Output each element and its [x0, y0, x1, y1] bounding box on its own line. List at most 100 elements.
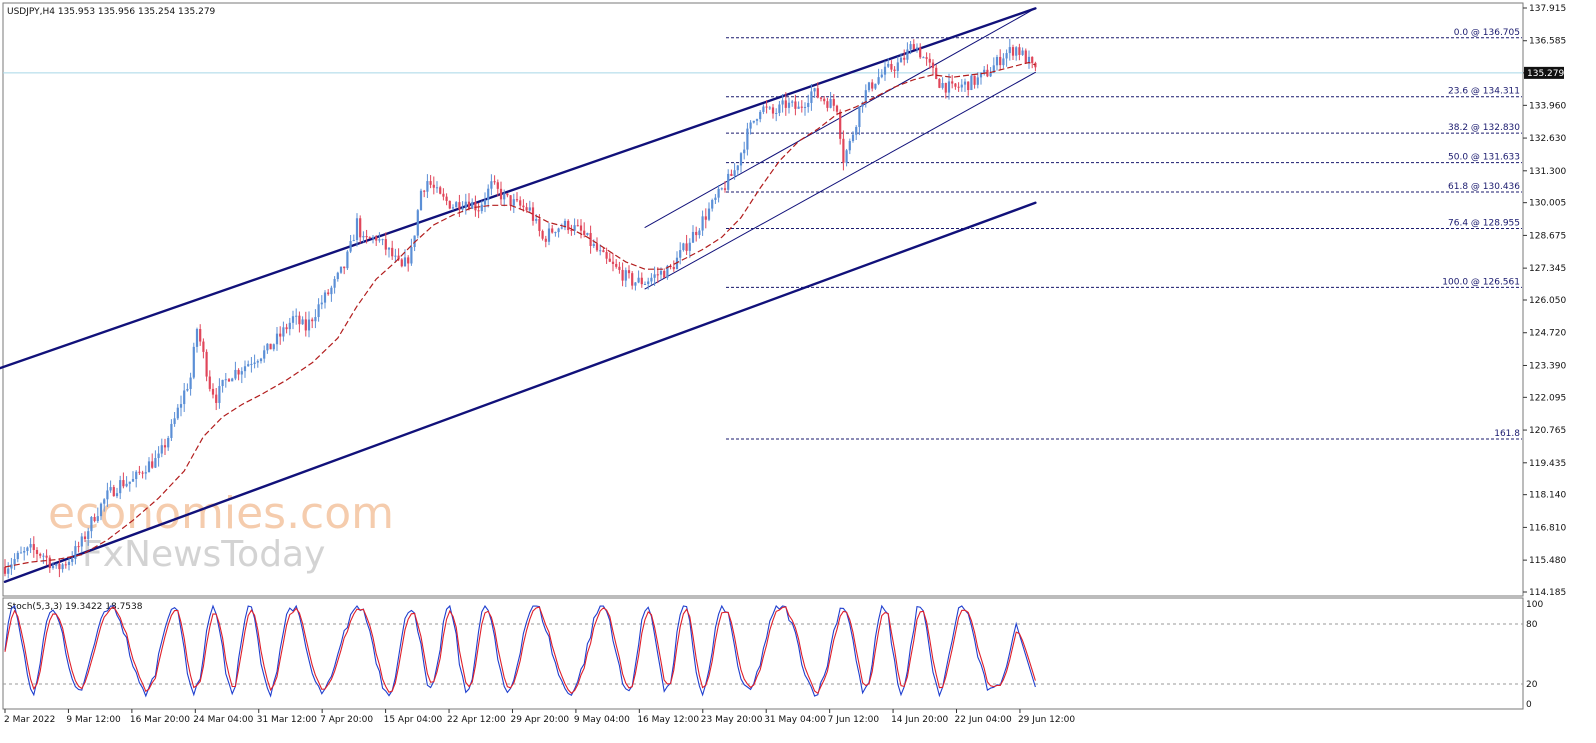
candle — [359, 215, 362, 244]
candle-body — [378, 239, 381, 241]
candle-body — [186, 388, 189, 391]
candle — [970, 73, 973, 91]
candle — [480, 200, 483, 214]
candle — [682, 242, 685, 252]
candle-body — [883, 66, 887, 75]
candle — [525, 202, 528, 213]
y-tick-label: 118.140 — [1529, 491, 1566, 501]
candle-body — [640, 277, 643, 285]
candle — [272, 343, 275, 352]
candle — [999, 49, 1002, 71]
candle-body — [221, 379, 224, 387]
candle-body — [253, 362, 256, 364]
candle — [282, 321, 285, 342]
candle — [1027, 50, 1031, 69]
y-tick-label: 130.005 — [1529, 199, 1566, 209]
candle-body — [864, 90, 867, 103]
candle-body — [679, 250, 682, 258]
candle-body — [439, 187, 442, 194]
candle-body — [768, 107, 771, 109]
candle — [163, 438, 167, 455]
stoch-tick-label: 20 — [1526, 680, 1538, 690]
candle-body — [826, 101, 829, 108]
candle — [304, 311, 307, 337]
candle-body — [231, 378, 234, 382]
candle — [1015, 46, 1018, 61]
candle — [563, 218, 567, 231]
candle-body — [791, 101, 794, 103]
candle-body — [147, 461, 151, 473]
candle-body — [941, 82, 944, 88]
candle — [762, 104, 765, 115]
candle — [813, 87, 816, 98]
candle-body — [714, 197, 717, 200]
time-axis: 2 Mar 2022 9 Mar 12:00 16 Mar 20:00 24 Mar … — [4, 709, 1075, 725]
candle — [925, 52, 928, 66]
candle — [695, 226, 698, 242]
x-tick-label: 16 May 12:00 — [637, 715, 699, 725]
fib-level-label: 161.8 — [1494, 429, 1520, 439]
x-tick-label: 15 Apr 04:00 — [384, 715, 443, 725]
candle-body — [259, 358, 263, 362]
candle — [739, 152, 743, 173]
x-tick-label: 7 Jun 12:00 — [828, 715, 880, 725]
candle-body — [979, 72, 983, 78]
x-tick-label: 9 May 04:00 — [574, 715, 630, 725]
candle-body — [237, 369, 240, 375]
candle-body — [298, 315, 301, 325]
candle-body — [346, 251, 349, 269]
candle — [515, 192, 519, 203]
fib-level-label: 38.2 @ 132.830 — [1448, 123, 1520, 133]
candle-body — [1018, 47, 1021, 55]
candle — [736, 164, 739, 176]
candle-body — [1011, 47, 1015, 56]
candle — [803, 102, 807, 116]
candle — [243, 360, 247, 378]
candle — [458, 194, 461, 218]
candle — [890, 60, 893, 72]
candle — [419, 188, 423, 211]
candle — [909, 41, 912, 55]
candle-body — [7, 568, 10, 574]
ma-line — [4, 61, 1036, 568]
candle — [83, 531, 87, 543]
x-tick-label: 31 May 04:00 — [764, 715, 826, 725]
candle — [656, 267, 659, 284]
candle — [451, 204, 455, 211]
y-tick-label: 126.050 — [1529, 296, 1566, 306]
candle — [765, 100, 768, 114]
candle-body — [874, 83, 877, 89]
candle-body — [538, 219, 541, 231]
candle-body — [93, 516, 96, 522]
y-tick-label: 127.345 — [1529, 264, 1566, 274]
candle-body — [967, 81, 970, 91]
candle — [429, 175, 432, 189]
candle — [189, 372, 192, 396]
candle — [362, 231, 365, 243]
candle-body — [611, 261, 615, 264]
candle — [528, 200, 531, 214]
candle — [240, 367, 243, 384]
candle — [99, 502, 103, 521]
candle-body — [605, 252, 608, 259]
candle — [864, 84, 867, 108]
candle-body — [455, 202, 458, 208]
candle — [250, 356, 253, 373]
candle — [218, 378, 221, 409]
candle-body — [659, 270, 663, 275]
candle-body — [688, 242, 691, 251]
candle — [647, 277, 650, 290]
candle — [413, 235, 416, 252]
candle-body — [682, 243, 685, 251]
candle-body — [359, 218, 362, 238]
candle-body — [736, 165, 739, 171]
candle — [157, 446, 160, 467]
candle — [979, 72, 983, 85]
candle — [202, 338, 205, 359]
candle-body — [483, 199, 487, 205]
candle-body — [314, 317, 317, 322]
y-tick-label: 119.435 — [1529, 459, 1566, 469]
candle-body — [563, 220, 567, 228]
candle — [893, 66, 896, 78]
candle — [915, 43, 919, 53]
